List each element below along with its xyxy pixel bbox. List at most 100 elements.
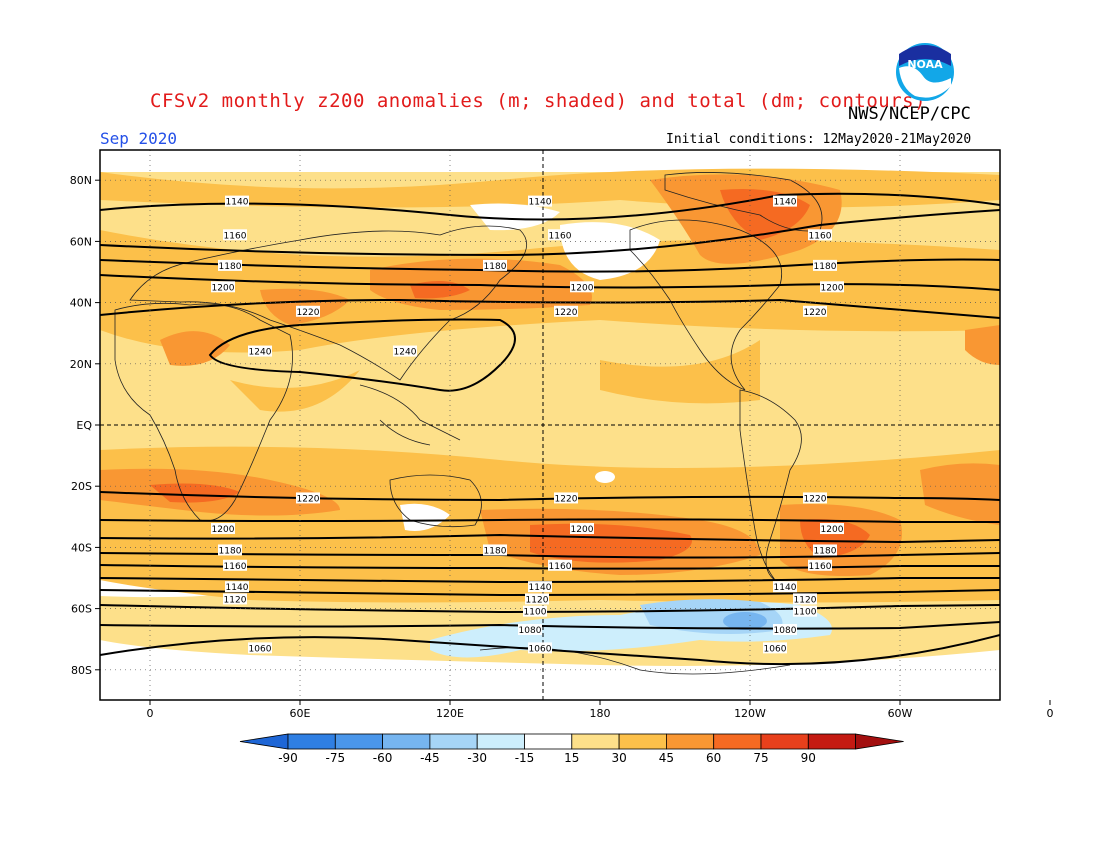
colorbar: -90 -75 -60 -45 -30 -15 15 30 45 60 75 90: [239, 733, 904, 765]
lon-label: 120E: [436, 707, 464, 720]
contour-label: 1120: [525, 593, 549, 605]
svg-text:1140: 1140: [529, 583, 552, 593]
svg-text:1160: 1160: [549, 231, 572, 241]
contour-label: 1200: [211, 523, 235, 535]
colorbar-tick: 60: [706, 751, 721, 765]
svg-text:1240: 1240: [394, 348, 417, 358]
contour-label: 1220: [296, 305, 320, 318]
colorbar-swatch: [239, 733, 289, 750]
svg-text:1220: 1220: [804, 308, 827, 318]
colorbar-tick: 45: [659, 751, 674, 765]
svg-text:1220: 1220: [297, 308, 320, 318]
lon-label: 60W: [888, 707, 913, 720]
colorbar-tick: 30: [611, 751, 626, 765]
colorbar-swatch: [760, 733, 809, 750]
lon-label: 120W: [734, 707, 766, 720]
colorbar-tick: -15: [515, 751, 535, 765]
contour-label: 1200: [570, 523, 594, 535]
svg-text:1100: 1100: [524, 608, 547, 618]
svg-text:1200: 1200: [821, 283, 844, 293]
lat-label: 40N: [70, 297, 92, 310]
contour-label: 1060: [528, 642, 552, 654]
contour-label: 1200: [570, 281, 594, 293]
colorbar-tick: -75: [325, 751, 345, 765]
lon-label: 60E: [290, 707, 311, 720]
svg-text:1200: 1200: [821, 525, 844, 535]
svg-text:1160: 1160: [809, 562, 832, 572]
svg-text:1160: 1160: [549, 562, 572, 572]
contour-label: 1140: [528, 195, 552, 208]
svg-text:1080: 1080: [774, 626, 797, 636]
colorbar-tick: 75: [753, 751, 768, 765]
contour-label: 1140: [773, 195, 797, 208]
svg-text:1220: 1220: [804, 494, 827, 504]
contour-label: 1140: [225, 581, 249, 593]
colorbar-swatch: [476, 733, 525, 750]
svg-text:1160: 1160: [809, 231, 832, 241]
colorbar-swatch: [618, 733, 667, 750]
svg-text:1140: 1140: [226, 583, 249, 593]
svg-text:1120: 1120: [794, 595, 817, 605]
svg-text:1200: 1200: [571, 525, 594, 535]
contour-label: 1200: [820, 281, 844, 293]
lat-label: 80S: [71, 664, 92, 677]
gridlines: [100, 150, 1000, 700]
svg-text:1180: 1180: [484, 262, 507, 272]
svg-text:1100: 1100: [794, 608, 817, 618]
contour-label: 1160: [223, 229, 247, 241]
svg-text:1140: 1140: [529, 198, 552, 208]
colorbar-tick: -45: [420, 751, 440, 765]
colorbar-tick: 15: [564, 751, 579, 765]
svg-text:1140: 1140: [774, 583, 797, 593]
colorbar-tick: -60: [373, 751, 393, 765]
contour-label: 1140: [773, 581, 797, 593]
svg-text:1180: 1180: [484, 546, 507, 556]
contour-label: 1220: [554, 492, 578, 504]
svg-text:1180: 1180: [219, 262, 242, 272]
lat-label: 80N: [70, 174, 92, 187]
contour-label: 1180: [483, 544, 507, 556]
contour-label: 1180: [218, 259, 242, 272]
svg-text:1200: 1200: [212, 525, 235, 535]
svg-text:1180: 1180: [814, 262, 837, 272]
contour-label: 1180: [813, 259, 837, 272]
colorbar-tick: -90: [278, 751, 298, 765]
contour-label: 1160: [223, 559, 247, 572]
colorbar-swatch: [571, 733, 620, 750]
contour-label: 1160: [808, 559, 832, 572]
lat-label: 60S: [71, 603, 92, 616]
contour-label: 1220: [803, 492, 827, 504]
colorbar-swatch: [807, 733, 856, 750]
contour-label: 1240: [393, 345, 417, 358]
contour-label: 1200: [820, 523, 844, 535]
svg-text:1200: 1200: [212, 283, 235, 293]
contour-label: 1100: [793, 605, 817, 618]
svg-text:1160: 1160: [224, 562, 247, 572]
lat-label: 20S: [71, 480, 92, 493]
svg-text:1140: 1140: [226, 198, 249, 208]
contour-label: 1080: [518, 624, 542, 636]
colorbar-swatch: [713, 733, 762, 750]
colorbar-tick: 90: [801, 751, 816, 765]
contour-label: 1120: [793, 593, 817, 605]
lon-label: 0: [1047, 707, 1054, 720]
svg-text:1060: 1060: [529, 644, 552, 654]
contour-label: 1120: [223, 593, 247, 605]
colorbar-swatch: [382, 733, 431, 750]
svg-text:1180: 1180: [814, 546, 837, 556]
contour-label: 1080: [773, 624, 797, 636]
contour-label: 1140: [528, 581, 552, 593]
colorbar-swatch: [524, 733, 573, 750]
svg-text:1080: 1080: [519, 626, 542, 636]
colorbar-swatch: [666, 733, 715, 750]
contour-label: 1220: [803, 305, 827, 318]
svg-text:1160: 1160: [224, 231, 247, 241]
colorbar-swatch: [287, 733, 336, 750]
svg-text:1180: 1180: [219, 546, 242, 556]
contour-labels: 1060 1060 1060 1080 1080 1100 1100 1120 1120 1120…: [211, 195, 844, 654]
lat-label: 20N: [70, 358, 92, 371]
contour-label: 1060: [248, 642, 272, 654]
longitude-axis: 0 60E 120E 180 120W 60W 0: [147, 700, 1054, 720]
contour-label: 1200: [211, 281, 235, 293]
